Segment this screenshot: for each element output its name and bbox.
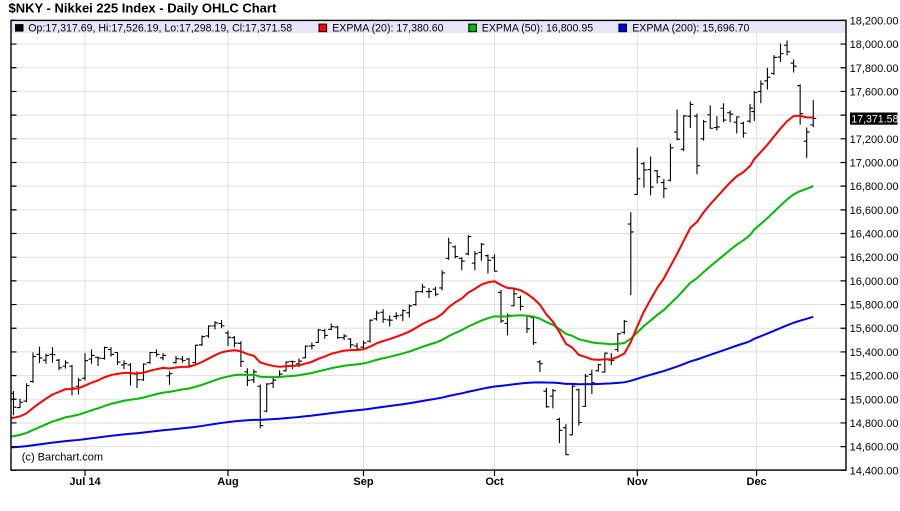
svg-text:15,800.00: 15,800.00 [850, 300, 899, 312]
svg-text:18,000.00: 18,000.00 [850, 39, 899, 51]
svg-text:15,000.00: 15,000.00 [850, 394, 899, 406]
svg-text:Jul 14: Jul 14 [69, 476, 101, 488]
svg-text:Op:17,317.69, Hi:17,526.19, Lo: Op:17,317.69, Hi:17,526.19, Lo:17,298.19… [28, 22, 292, 34]
svg-text:EXPMA (200): 15,696.70: EXPMA (200): 15,696.70 [632, 22, 749, 34]
svg-text:Oct: Oct [485, 476, 504, 488]
svg-text:14,400.00: 14,400.00 [850, 465, 899, 477]
svg-text:17,800.00: 17,800.00 [850, 63, 899, 75]
svg-text:17,200.00: 17,200.00 [850, 134, 899, 146]
svg-text:16,600.00: 16,600.00 [850, 205, 899, 217]
svg-text:18,200.00: 18,200.00 [850, 15, 899, 27]
svg-text:(c) Barchart.com: (c) Barchart.com [22, 452, 103, 464]
svg-text:16,200.00: 16,200.00 [850, 252, 899, 264]
svg-text:EXPMA (50): 16,800.95: EXPMA (50): 16,800.95 [482, 22, 593, 34]
svg-text:Nov: Nov [627, 476, 649, 488]
svg-text:17,600.00: 17,600.00 [850, 86, 899, 98]
svg-text:15,400.00: 15,400.00 [850, 347, 899, 359]
svg-text:17,000.00: 17,000.00 [850, 158, 899, 170]
svg-text:16,000.00: 16,000.00 [850, 276, 899, 288]
svg-text:Sep: Sep [353, 476, 373, 488]
svg-text:15,600.00: 15,600.00 [850, 323, 899, 335]
svg-text:16,400.00: 16,400.00 [850, 229, 899, 241]
svg-text:14,800.00: 14,800.00 [850, 418, 899, 430]
svg-text:16,800.00: 16,800.00 [850, 181, 899, 193]
svg-text:Dec: Dec [747, 476, 767, 488]
svg-text:Aug: Aug [217, 476, 238, 488]
svg-text:17,371.58: 17,371.58 [851, 113, 898, 125]
svg-text:$NKY - Nikkei 225 Index - Dail: $NKY - Nikkei 225 Index - Daily OHLC Cha… [9, 1, 277, 16]
svg-text:14,600.00: 14,600.00 [850, 442, 899, 454]
svg-text:EXPMA (20): 17,380.60: EXPMA (20): 17,380.60 [332, 22, 443, 34]
svg-text:15,200.00: 15,200.00 [850, 371, 899, 383]
